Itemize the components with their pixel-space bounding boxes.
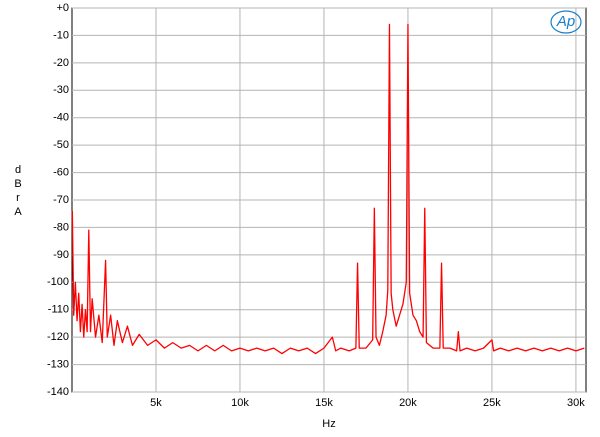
y-tick-label: -50 [53, 139, 69, 151]
x-axis-label: Hz [322, 418, 335, 430]
y-tick-label: -100 [47, 276, 69, 288]
y-axis-label: dBr A [14, 164, 22, 218]
x-tick-label: 25k [483, 397, 501, 409]
logo-text: Ap [556, 13, 575, 30]
x-tick-label: 10k [231, 397, 249, 409]
y-tick-label: -30 [53, 84, 69, 96]
y-tick-label: -10 [53, 29, 69, 41]
y-tick-label: -40 [53, 112, 69, 124]
y-tick-label: -20 [53, 57, 69, 69]
x-tick-label: 5k [150, 397, 162, 409]
y-tick-label: -90 [53, 249, 69, 261]
y-tick-label: +0 [56, 2, 69, 14]
x-tick-label: 20k [399, 397, 417, 409]
x-tick-label: 30k [567, 397, 585, 409]
y-tick-label: -110 [48, 304, 69, 316]
logo-ring [550, 10, 582, 34]
y-tick-label: -70 [53, 194, 69, 206]
logo: Ap [550, 10, 582, 34]
y-tick-label: -60 [53, 166, 69, 178]
x-tick-label: 15k [315, 397, 333, 409]
y-tick-label: -120 [47, 331, 69, 343]
spectrum-line [71, 23, 585, 355]
y-tick-label: -140 [47, 386, 69, 398]
y-tick-label: -130 [47, 358, 69, 370]
y-tick-label: -80 [53, 221, 69, 233]
